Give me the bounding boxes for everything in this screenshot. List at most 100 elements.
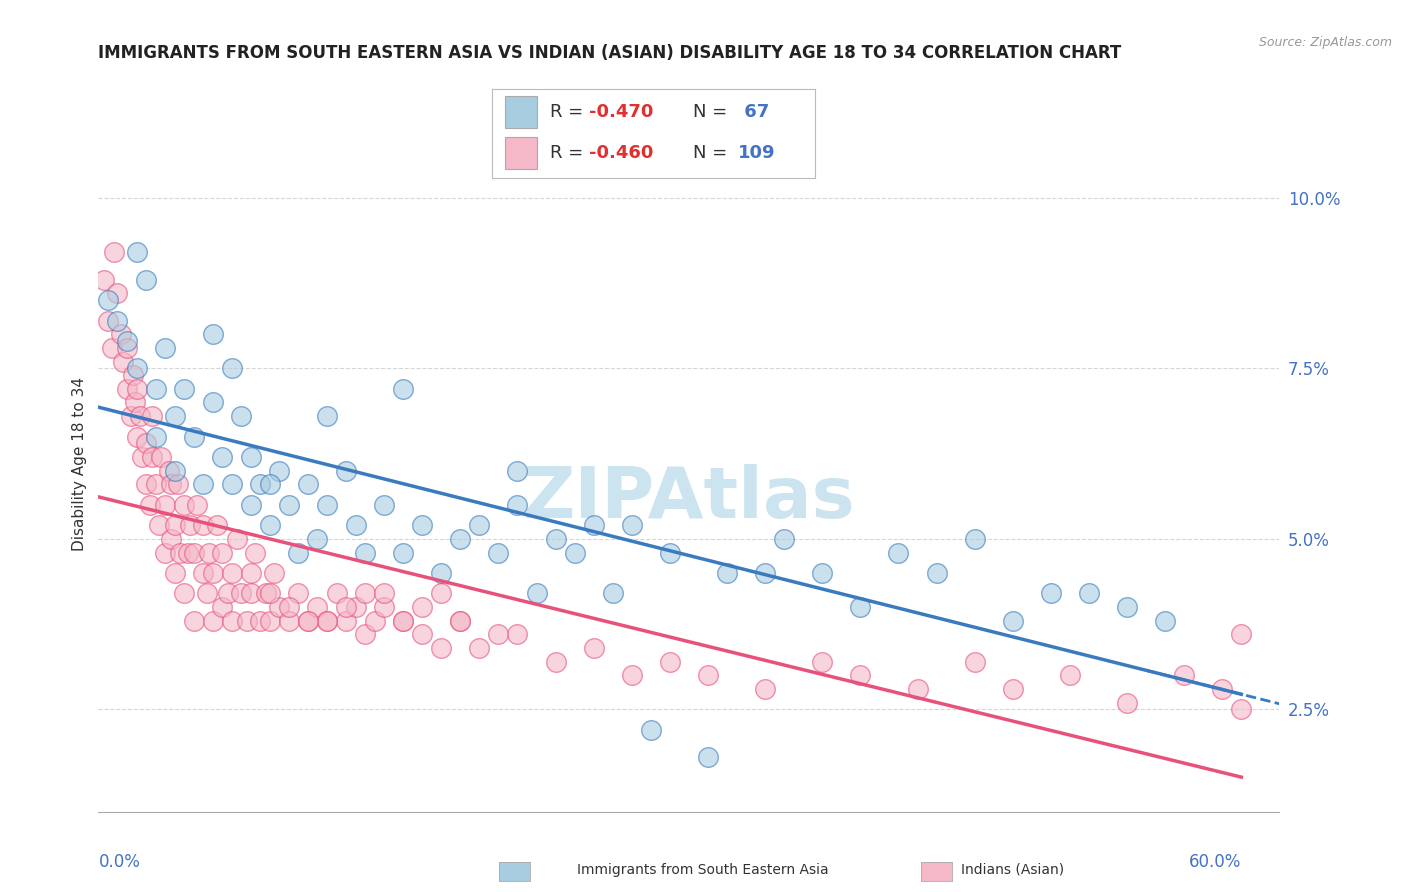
Point [811, 655, 834, 669]
Point [849, 600, 872, 615]
Point [159, 532, 181, 546]
Point [582, 518, 605, 533]
Point [411, 518, 433, 533]
Point [449, 614, 471, 628]
Point [263, 566, 285, 580]
Point [183, 429, 205, 443]
Point [773, 532, 796, 546]
Point [287, 545, 309, 559]
Point [201, 614, 224, 628]
Point [716, 566, 738, 580]
Point [163, 464, 186, 478]
Point [697, 668, 720, 682]
Point [620, 668, 643, 682]
Point [269, 600, 291, 615]
Text: Source: ZipAtlas.com: Source: ZipAtlas.com [1258, 36, 1392, 49]
Point [1173, 668, 1195, 682]
Point [1116, 696, 1139, 710]
Point [159, 477, 181, 491]
Point [316, 614, 339, 628]
Point [177, 545, 200, 559]
Point [754, 681, 776, 696]
Text: R =: R = [550, 145, 589, 162]
Point [107, 286, 129, 301]
Point [316, 614, 339, 628]
Point [259, 518, 281, 533]
Point [141, 450, 163, 464]
Point [93, 273, 115, 287]
Point [145, 429, 167, 443]
Point [239, 450, 262, 464]
Point [198, 545, 221, 559]
Point [811, 566, 834, 580]
Point [129, 409, 152, 423]
Point [231, 586, 253, 600]
Text: 0.0%: 0.0% [98, 853, 141, 871]
Point [157, 464, 180, 478]
Point [141, 409, 163, 423]
Point [468, 518, 491, 533]
Point [153, 341, 176, 355]
Point [582, 640, 605, 655]
Point [602, 586, 624, 600]
Point [564, 545, 586, 559]
Point [297, 614, 319, 628]
Point [221, 361, 243, 376]
Point [201, 566, 224, 580]
Point [449, 532, 471, 546]
Point [145, 382, 167, 396]
Point [173, 382, 195, 396]
Point [307, 532, 329, 546]
Point [506, 498, 529, 512]
Point [335, 614, 357, 628]
Point [103, 245, 125, 260]
Point [344, 600, 367, 615]
Point [163, 566, 186, 580]
Text: 109: 109 [738, 145, 775, 162]
Point [125, 361, 148, 376]
Point [354, 586, 377, 600]
Text: N =: N = [693, 103, 733, 121]
Point [316, 498, 339, 512]
Point [239, 498, 262, 512]
Point [249, 477, 271, 491]
Point [167, 477, 190, 491]
Point [1078, 586, 1101, 600]
Point [963, 532, 986, 546]
Point [411, 627, 433, 641]
Point [849, 668, 872, 682]
Point [287, 586, 309, 600]
Point [135, 273, 157, 287]
Point [277, 614, 299, 628]
Text: -0.460: -0.460 [589, 145, 654, 162]
Point [259, 614, 281, 628]
Point [179, 518, 201, 533]
Point [153, 545, 176, 559]
Point [754, 566, 776, 580]
Point [231, 409, 253, 423]
Point [115, 382, 138, 396]
Point [115, 334, 138, 348]
Text: ZIPAtlas: ZIPAtlas [523, 464, 855, 533]
Point [217, 586, 239, 600]
Point [195, 586, 218, 600]
Point [100, 341, 122, 355]
Point [201, 327, 224, 342]
Point [925, 566, 948, 580]
Point [131, 450, 153, 464]
Point [221, 566, 243, 580]
Point [183, 614, 205, 628]
Point [506, 627, 529, 641]
Point [277, 600, 299, 615]
Point [325, 586, 347, 600]
Point [107, 313, 129, 327]
Point [430, 586, 453, 600]
Y-axis label: Disability Age 18 to 34: Disability Age 18 to 34 [72, 376, 87, 551]
Point [269, 464, 291, 478]
Point [125, 382, 148, 396]
Point [697, 750, 720, 764]
Point [139, 498, 162, 512]
Text: 60.0%: 60.0% [1189, 853, 1241, 871]
Point [211, 600, 233, 615]
Point [239, 586, 262, 600]
